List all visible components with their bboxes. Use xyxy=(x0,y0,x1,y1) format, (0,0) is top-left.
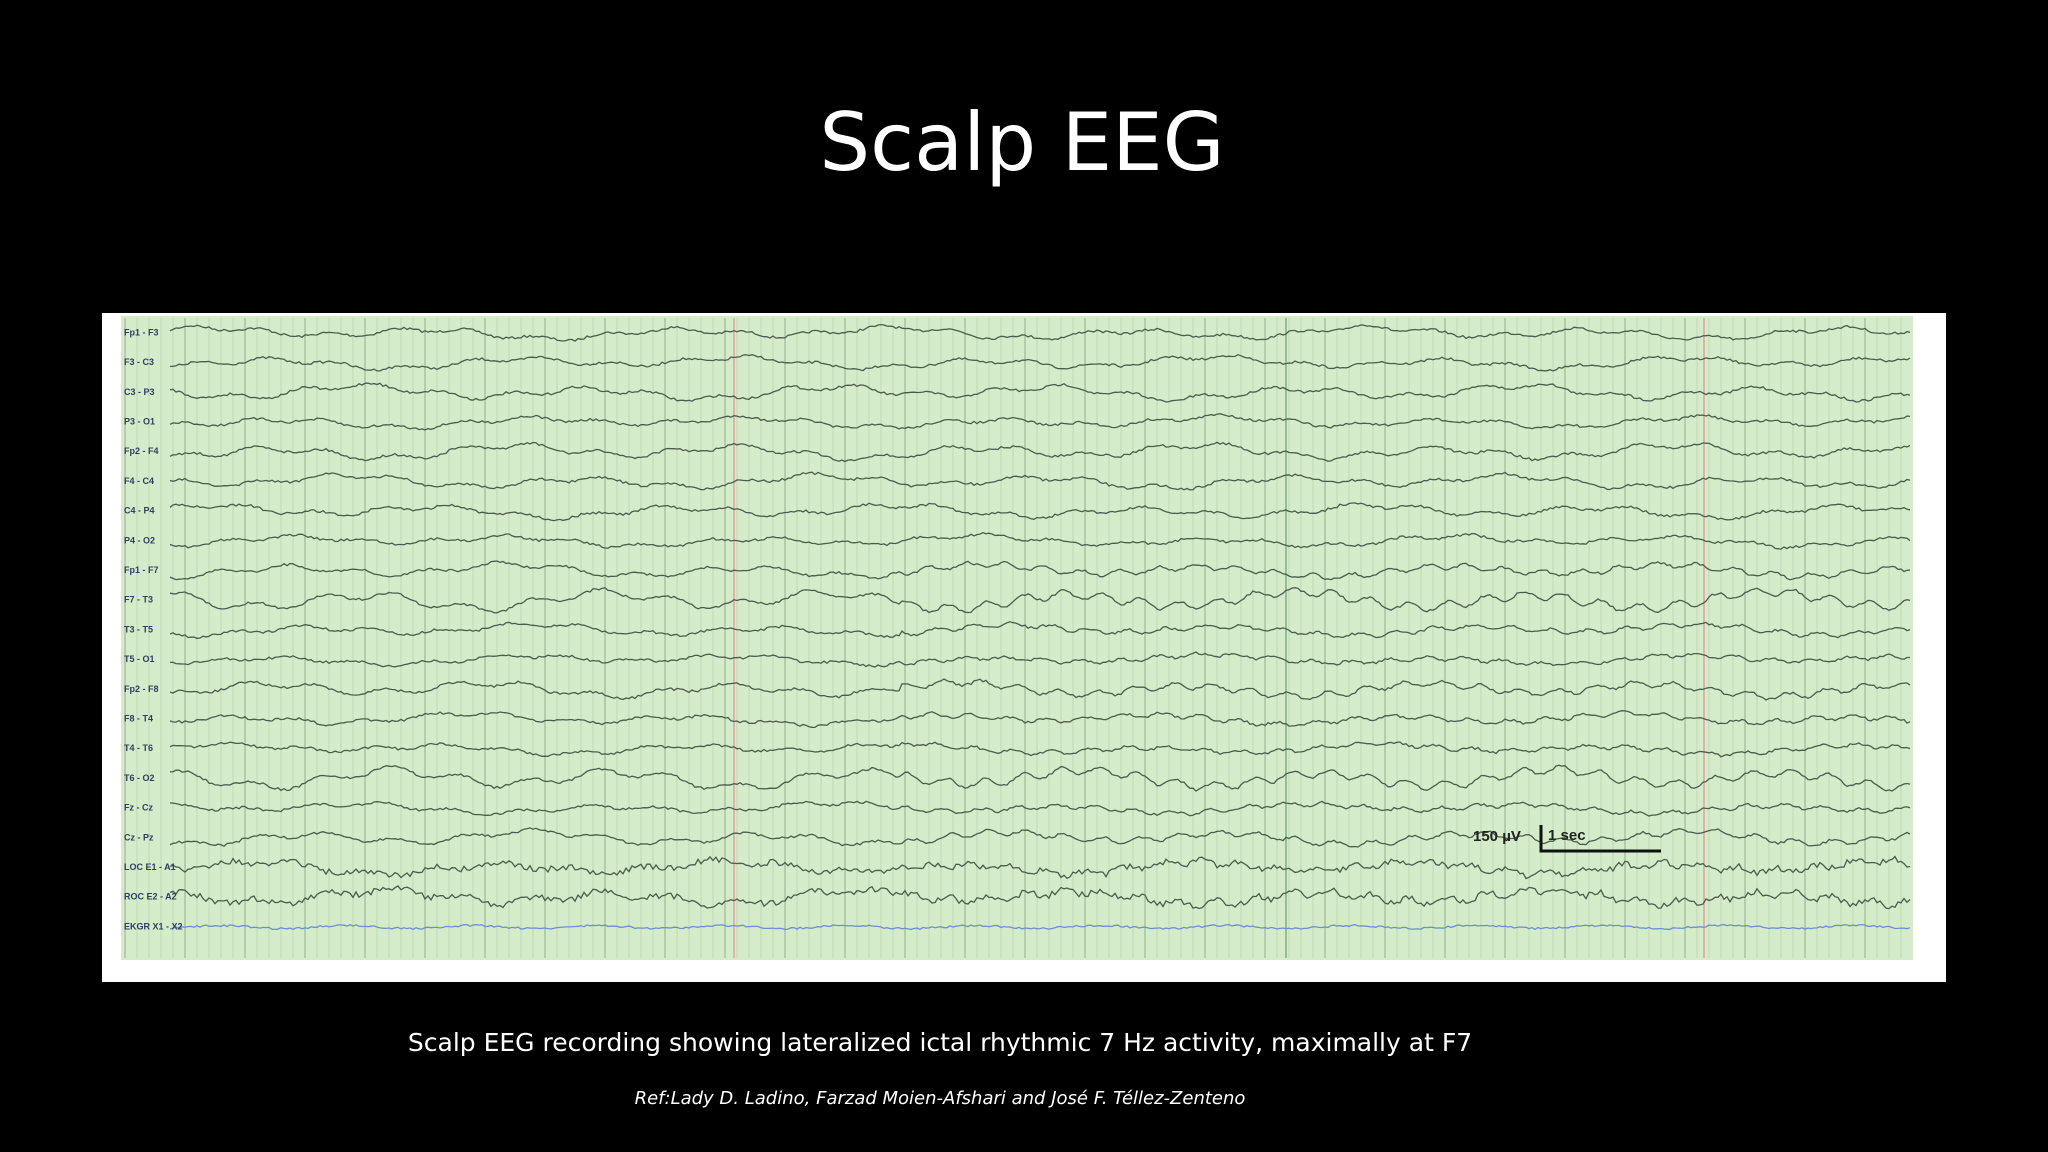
eeg-trace xyxy=(169,531,1911,550)
channel-label: F8 - T4 xyxy=(124,713,153,723)
caption: Scalp EEG recording showing lateralized … xyxy=(408,1028,1472,1057)
eeg-trace xyxy=(169,710,1911,729)
eeg-trace xyxy=(169,764,1911,792)
eeg-trace xyxy=(169,471,1911,491)
channel-label: Cz - Pz xyxy=(124,832,154,842)
eeg-trace xyxy=(169,651,1910,668)
channel-label: P3 - O1 xyxy=(124,416,155,426)
channel-label: F3 - C3 xyxy=(124,357,154,367)
eeg-trace xyxy=(169,323,1911,342)
channel-labels: Fp1 - F3 F3 - C3 C3 - P3 P3 - O1 Fp2 - F4 F4 … xyxy=(124,327,183,931)
channel-label: ROC E2 - A2 xyxy=(124,892,177,902)
channel-label: Fp1 - F3 xyxy=(124,327,159,337)
channel-label: Fz - Cz xyxy=(124,803,153,813)
eeg-trace xyxy=(169,560,1911,581)
channel-label: T6 - O2 xyxy=(124,773,155,783)
eeg-paper xyxy=(121,316,1913,960)
eeg-trace xyxy=(169,800,1911,817)
eeg-trace xyxy=(169,741,1911,758)
channel-label: C3 - P3 xyxy=(124,387,155,397)
channel-label: EKGR X1 - X2 xyxy=(124,921,183,931)
eeg-trace xyxy=(169,621,1911,640)
channel-label: Fp2 - F8 xyxy=(124,684,159,694)
channel-label: LOC E1 - A1 xyxy=(124,862,176,872)
eeg-trace xyxy=(169,678,1911,701)
eeg-trace xyxy=(169,885,1911,910)
scale-time: 1 sec xyxy=(1548,827,1586,844)
channel-label: T4 - T6 xyxy=(124,743,153,753)
slide-title: Scalp EEG xyxy=(819,96,1224,189)
scale-bar: 150 µV 1 sec xyxy=(1473,825,1661,853)
channel-label: F4 - C4 xyxy=(124,476,154,486)
eeg-trace xyxy=(169,413,1911,431)
eeg-trace xyxy=(169,382,1911,403)
channel-label: Fp1 - F7 xyxy=(124,565,159,575)
channel-label: Fp2 - F4 xyxy=(124,446,159,456)
eeg-trace xyxy=(169,441,1911,463)
eeg-trace xyxy=(170,353,1911,372)
eeg-trace xyxy=(169,827,1911,848)
eeg-trace xyxy=(169,855,1911,880)
channel-label: F7 - T3 xyxy=(124,595,153,605)
ekg-trace xyxy=(169,923,1911,931)
scale-amplitude: 150 µV xyxy=(1473,828,1521,845)
scale-bar-lines xyxy=(1539,825,1661,853)
channel-label: P4 - O2 xyxy=(124,535,155,545)
channel-label: T3 - T5 xyxy=(124,624,153,634)
channel-label: T5 - O1 xyxy=(124,654,155,664)
eeg-trace xyxy=(169,502,1911,522)
eeg-traces xyxy=(169,323,1911,931)
reference: Ref:Lady D. Ladino, Farzad Moien-Afshari… xyxy=(635,1088,1246,1109)
eeg-trace xyxy=(169,586,1911,614)
channel-label: C4 - P4 xyxy=(124,506,155,516)
